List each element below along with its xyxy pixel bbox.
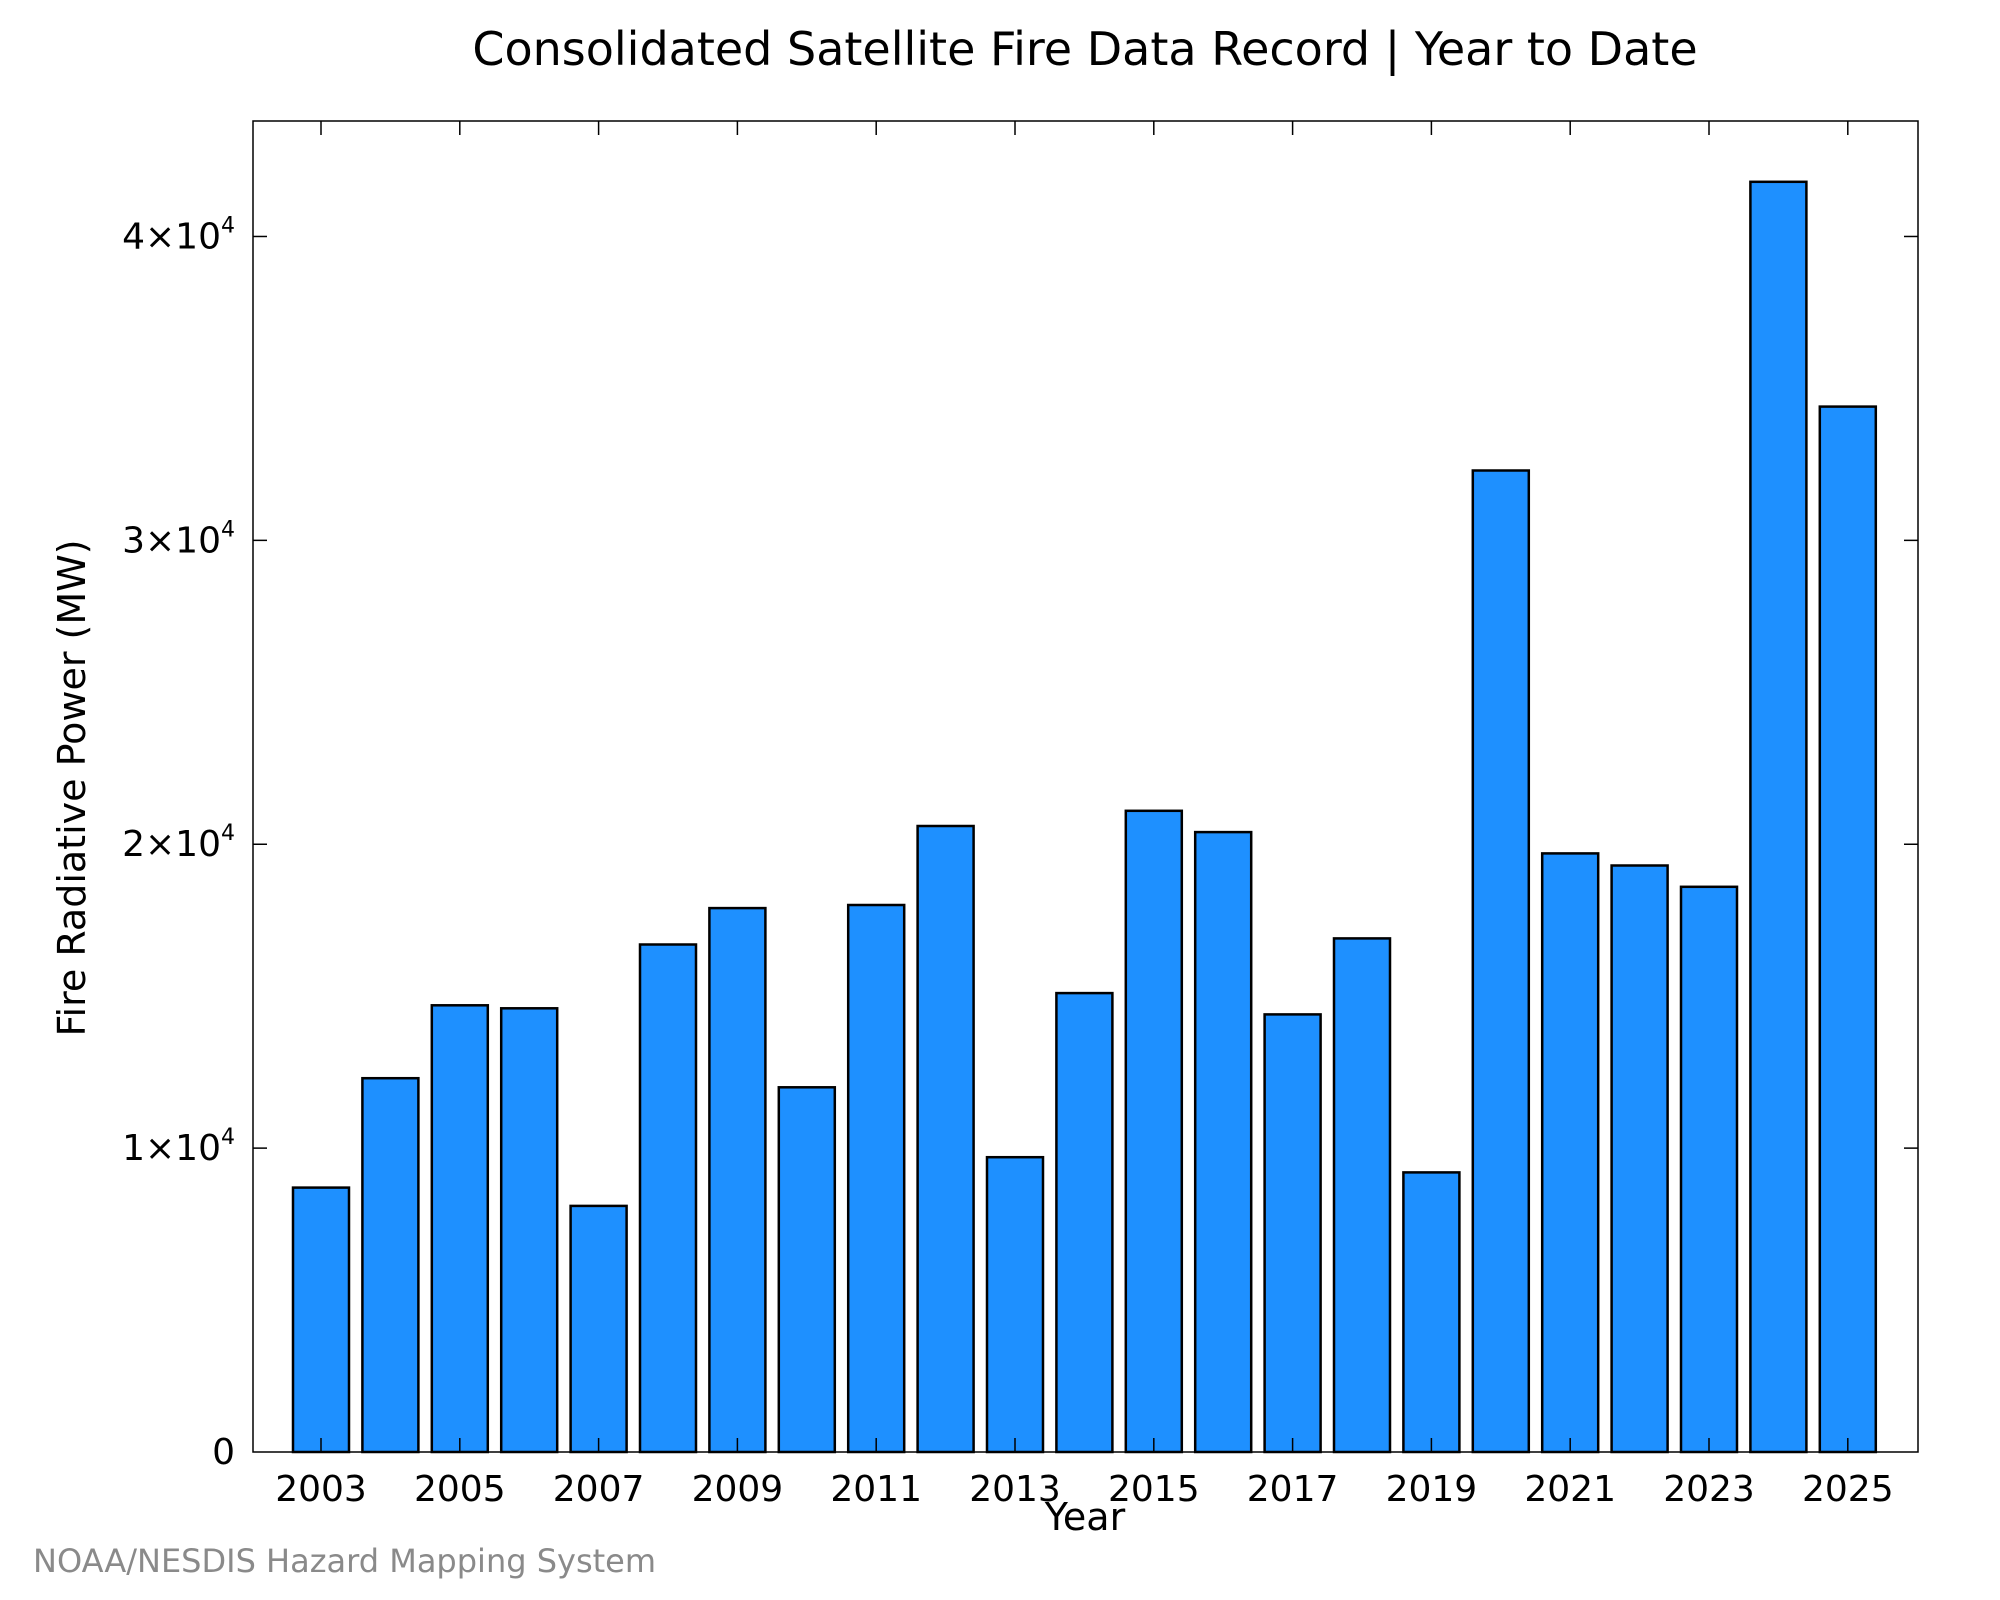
bar-2011 (846, 903, 906, 1454)
x-tick-label: 2017 (1247, 1469, 1339, 1510)
bar-2014 (1055, 991, 1114, 1454)
x-tick-label: 2023 (1663, 1469, 1755, 1510)
x-tick-label: 2015 (1108, 1469, 1200, 1510)
y-tick-label: 3×104 (122, 517, 235, 561)
bar-2023 (1679, 885, 1739, 1454)
x-tick-label: 2007 (553, 1469, 645, 1510)
bar-2007 (569, 1204, 628, 1454)
bar-2016 (1193, 830, 1253, 1454)
x-tick-label: 2013 (969, 1469, 1061, 1510)
bar-2022 (1610, 864, 1669, 1454)
x-tick-label: 2021 (1524, 1469, 1616, 1510)
bar-2006 (499, 1007, 559, 1454)
x-tick-label: 2009 (692, 1469, 784, 1510)
y-tick-label: 1×104 (122, 1125, 235, 1169)
x-tick-label: 2003 (275, 1469, 367, 1510)
x-tick-label: 2025 (1802, 1469, 1894, 1510)
bar-2018 (1332, 937, 1392, 1454)
y-tick-label: 4×104 (122, 213, 235, 257)
bar-2010 (777, 1086, 837, 1454)
bar-2013 (985, 1155, 1045, 1454)
bar-2008 (638, 943, 698, 1454)
bar-2021 (1540, 852, 1600, 1454)
chart-title: Consolidated Satellite Fire Data Record … (472, 22, 1697, 77)
bar-2005 (430, 1004, 490, 1454)
bar-2024 (1749, 180, 1808, 1454)
x-axis-label: Year (1044, 1495, 1126, 1539)
plot-frame (252, 120, 1919, 1453)
x-tick-label: 2005 (414, 1469, 506, 1510)
bar-2012 (916, 824, 975, 1454)
x-tick-label: 2019 (1386, 1469, 1478, 1510)
bar-2019 (1402, 1171, 1461, 1454)
y-tick-label: 2×104 (122, 821, 235, 865)
source-credit: NOAA/NESDIS Hazard Mapping System (33, 1542, 656, 1580)
bar-2015 (1124, 809, 1184, 1454)
plot-area: 2003 2005 2007 2009 2011 2013 2015 2017 2019 2021… (122, 120, 1919, 1510)
bar-2020 (1471, 469, 1531, 1454)
bar-2017 (1263, 1013, 1322, 1454)
y-tick-label: 0 (212, 1432, 235, 1473)
bar-2004 (361, 1076, 420, 1454)
bar-2003 (291, 1186, 351, 1454)
y-axis-label: Fire Radiative Power (MW) (50, 539, 94, 1036)
bar-2009 (708, 906, 767, 1454)
x-tick-label: 2011 (830, 1469, 922, 1510)
bar-2025 (1818, 405, 1878, 1454)
